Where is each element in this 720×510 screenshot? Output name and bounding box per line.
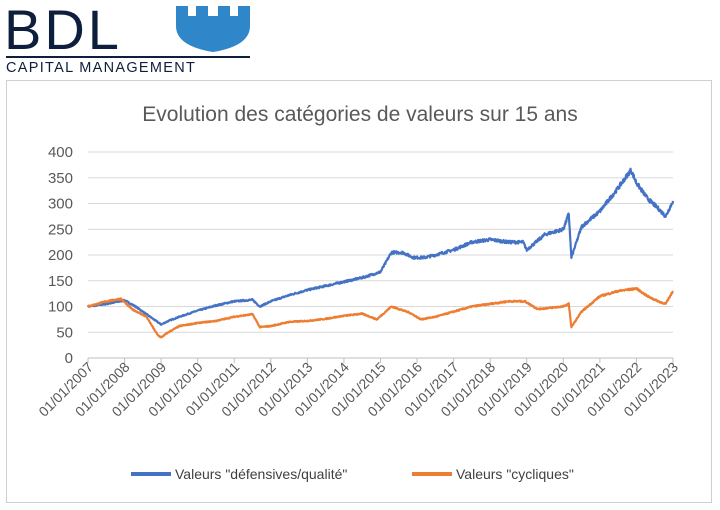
y-tick-label: 200 bbox=[48, 247, 73, 264]
logo-subtitle: CAPITAL MANAGEMENT bbox=[6, 60, 197, 76]
y-tick-label: 100 bbox=[48, 299, 73, 316]
series-lines bbox=[86, 167, 675, 339]
bdl-logo: BDL CAPITAL MANAGEMENT bbox=[4, 2, 254, 76]
y-tick-label: 50 bbox=[56, 324, 73, 341]
castle-tower-icon bbox=[176, 6, 250, 52]
y-tick-label: 350 bbox=[48, 170, 73, 187]
y-tick-label: 250 bbox=[48, 221, 73, 238]
chart-title: Evolution des catégories de valeurs sur … bbox=[142, 103, 577, 126]
y-tick-label: 0 bbox=[65, 350, 73, 367]
legend-label-cyclical: Valeurs "cycliques" bbox=[456, 466, 574, 482]
logo-rule bbox=[6, 56, 250, 58]
chart-frame: Evolution des catégories de valeurs sur … bbox=[6, 80, 712, 503]
y-axis-ticks: 0 50 100 150 200 250 300 350 400 bbox=[48, 144, 73, 367]
y-tick-label: 150 bbox=[48, 273, 73, 290]
series-line-defensive bbox=[86, 167, 675, 326]
x-axis-ticks: 01/01/200701/01/200801/01/200901/01/2010… bbox=[35, 358, 681, 420]
legend: Valeurs "défensives/qualité" Valeurs "cy… bbox=[131, 466, 574, 482]
series-line-cyclical bbox=[86, 287, 674, 339]
y-tick-label: 300 bbox=[48, 196, 73, 213]
logo-letters: BDL bbox=[4, 0, 122, 61]
line-chart: Evolution des catégories de valeurs sur … bbox=[35, 103, 681, 482]
gridlines bbox=[88, 151, 673, 359]
y-tick-label: 400 bbox=[48, 144, 73, 161]
legend-label-defensive: Valeurs "défensives/qualité" bbox=[175, 466, 347, 482]
